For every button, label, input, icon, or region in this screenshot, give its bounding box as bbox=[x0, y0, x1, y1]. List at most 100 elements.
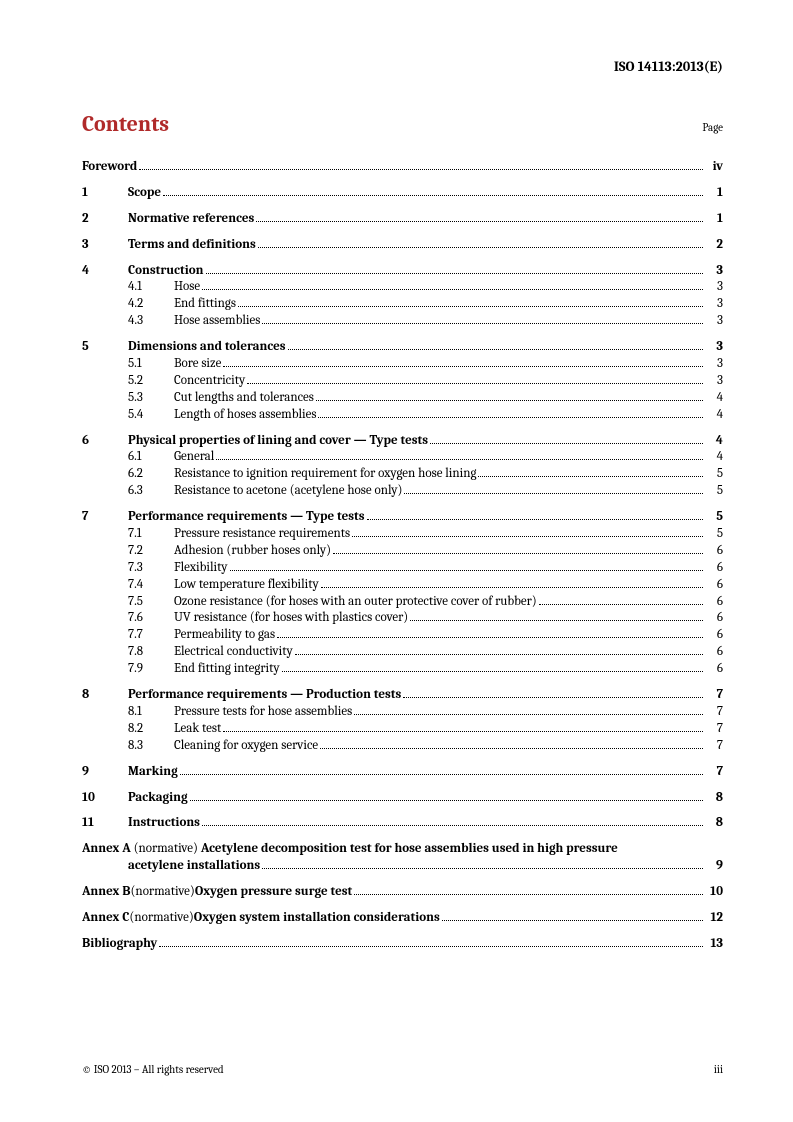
toc-page: 1 bbox=[705, 211, 723, 228]
toc-bibliography: Bibliography13 bbox=[82, 936, 723, 953]
toc-leader bbox=[223, 366, 703, 367]
toc-foreword: Forewordiv bbox=[82, 159, 723, 176]
toc-page: 4 bbox=[705, 433, 723, 450]
toc-section-10: 10Packaging8 bbox=[82, 790, 723, 807]
toc-label: Adhesion (rubber hoses only) bbox=[174, 543, 331, 560]
toc-leader bbox=[404, 493, 703, 494]
toc-page: 8 bbox=[705, 790, 723, 807]
toc-number: 7.2 bbox=[128, 543, 174, 560]
toc-label: Permeability to gas bbox=[174, 627, 275, 644]
toc-leader bbox=[262, 323, 703, 324]
toc-number: 6.2 bbox=[128, 466, 174, 483]
toc-label: Low temperature flexibility bbox=[174, 577, 319, 594]
toc-page: 5 bbox=[705, 483, 723, 500]
toc-leader bbox=[321, 587, 703, 588]
toc-leader bbox=[367, 519, 703, 520]
toc-section-6: 6Physical properties of lining and cover… bbox=[82, 433, 723, 450]
toc-label: Resistance to ignition requirement for o… bbox=[174, 466, 476, 483]
toc-leader bbox=[230, 570, 703, 571]
toc-label: Construction bbox=[128, 263, 204, 280]
toc-page: 6 bbox=[705, 560, 723, 577]
toc-subsection-7.9: 7.9End fitting integrity6 bbox=[82, 661, 723, 678]
toc-page: 7 bbox=[705, 764, 723, 781]
toc-label: Marking bbox=[128, 764, 178, 781]
toc-section-11: 11Instructions8 bbox=[82, 815, 723, 832]
toc-page: 2 bbox=[705, 237, 723, 254]
toc-leader bbox=[352, 536, 703, 537]
toc-page: 6 bbox=[705, 594, 723, 611]
toc-leader bbox=[247, 383, 703, 384]
page-footer: © ISO 2013 – All rights reserved iii bbox=[82, 1063, 723, 1076]
toc-label: Length of hoses assemblies bbox=[174, 407, 316, 424]
toc-number: 5 bbox=[82, 339, 128, 356]
toc-leader bbox=[190, 800, 703, 801]
toc-section-4: 4Construction3 bbox=[82, 263, 723, 280]
toc-subsection-5.1: 5.1Bore size3 bbox=[82, 356, 723, 373]
table-of-contents: Forewordiv 1Scope1 2 Normative references 1 3… bbox=[82, 159, 723, 953]
toc-page: 3 bbox=[705, 373, 723, 390]
toc-label: Physical properties of lining and cover … bbox=[128, 433, 428, 450]
toc-number: 4.1 bbox=[128, 279, 174, 296]
toc-section-9: 9Marking 7 bbox=[82, 764, 723, 781]
toc-leader bbox=[258, 247, 703, 248]
annex-title-cont: acetylene installations bbox=[128, 858, 260, 875]
toc-page: 10 bbox=[705, 884, 723, 901]
page-number: iii bbox=[714, 1063, 723, 1076]
toc-subsection-5.4: 5.4Length of hoses assemblies4 bbox=[82, 407, 723, 424]
toc-label: Cleaning for oxygen service bbox=[174, 738, 318, 755]
toc-leader bbox=[256, 221, 703, 222]
toc-number: 7.3 bbox=[128, 560, 174, 577]
contents-header: Contents Page bbox=[82, 111, 723, 137]
toc-subsection-6.3: 6.3Resistance to acetone (acetylene hose… bbox=[82, 483, 723, 500]
toc-annex: Annex B (normative) Oxygen pressure surg… bbox=[82, 884, 723, 901]
toc-leader bbox=[320, 748, 703, 749]
toc-label: Cut lengths and tolerances bbox=[174, 390, 314, 407]
toc-subsection-8.2: 8.2Leak test7 bbox=[82, 721, 723, 738]
toc-label: Concentricity bbox=[174, 373, 245, 390]
toc-subsection-4.2: 4.2End fittings3 bbox=[82, 296, 723, 313]
toc-label: Pressure resistance requirements bbox=[174, 526, 350, 543]
toc-label: Pressure tests for hose assemblies bbox=[174, 704, 352, 721]
toc-leader bbox=[159, 946, 703, 947]
toc-leader bbox=[288, 349, 703, 350]
toc-leader bbox=[333, 553, 703, 554]
toc-number: 8 bbox=[82, 687, 128, 704]
toc-number: 7.5 bbox=[128, 594, 174, 611]
toc-page: iv bbox=[705, 159, 723, 176]
document-id: ISO 14113:2013(E) bbox=[82, 58, 723, 75]
page-container: ISO 14113:2013(E) Contents Page Foreword… bbox=[0, 0, 793, 1122]
toc-label: Performance requirements — Type tests bbox=[128, 509, 365, 526]
toc-label: Bore size bbox=[174, 356, 221, 373]
toc-label: Performance requirements — Production te… bbox=[128, 687, 401, 704]
toc-leader bbox=[318, 417, 703, 418]
toc-page: 6 bbox=[705, 627, 723, 644]
toc-leader bbox=[430, 443, 703, 444]
copyright-text: © ISO 2013 – All rights reserved bbox=[82, 1063, 224, 1076]
toc-leader bbox=[354, 714, 703, 715]
toc-label: Electrical conductivity bbox=[174, 644, 293, 661]
toc-label: Scope bbox=[128, 185, 161, 202]
toc-annex: Annex A (normative) Acetylene decomposit… bbox=[82, 841, 723, 875]
toc-section-1: 1Scope1 bbox=[82, 185, 723, 202]
toc-page: 7 bbox=[705, 704, 723, 721]
toc-number: 7.9 bbox=[128, 661, 174, 678]
toc-leader bbox=[180, 774, 703, 775]
toc-subsection-7.3: 7.3Flexibility 6 bbox=[82, 560, 723, 577]
toc-page: 8 bbox=[705, 815, 723, 832]
toc-number: 7.4 bbox=[128, 577, 174, 594]
toc-label: Terms and definitions bbox=[128, 237, 256, 254]
toc-label: Hose assemblies bbox=[174, 313, 260, 330]
toc-leader bbox=[202, 289, 703, 290]
toc-label: Hose bbox=[174, 279, 200, 296]
toc-label: Normative references bbox=[128, 211, 254, 228]
toc-number: 9 bbox=[82, 764, 128, 781]
toc-page: 4 bbox=[705, 449, 723, 466]
toc-subsection-8.1: 8.1Pressure tests for hose assemblies7 bbox=[82, 704, 723, 721]
toc-number: 5.2 bbox=[128, 373, 174, 390]
toc-number: 4.2 bbox=[128, 296, 174, 313]
toc-number: 8.2 bbox=[128, 721, 174, 738]
toc-number: 3 bbox=[82, 237, 128, 254]
toc-page: 9 bbox=[705, 858, 723, 875]
toc-subsection-8.3: 8.3Cleaning for oxygen service7 bbox=[82, 738, 723, 755]
toc-label: Flexibility bbox=[174, 560, 228, 577]
